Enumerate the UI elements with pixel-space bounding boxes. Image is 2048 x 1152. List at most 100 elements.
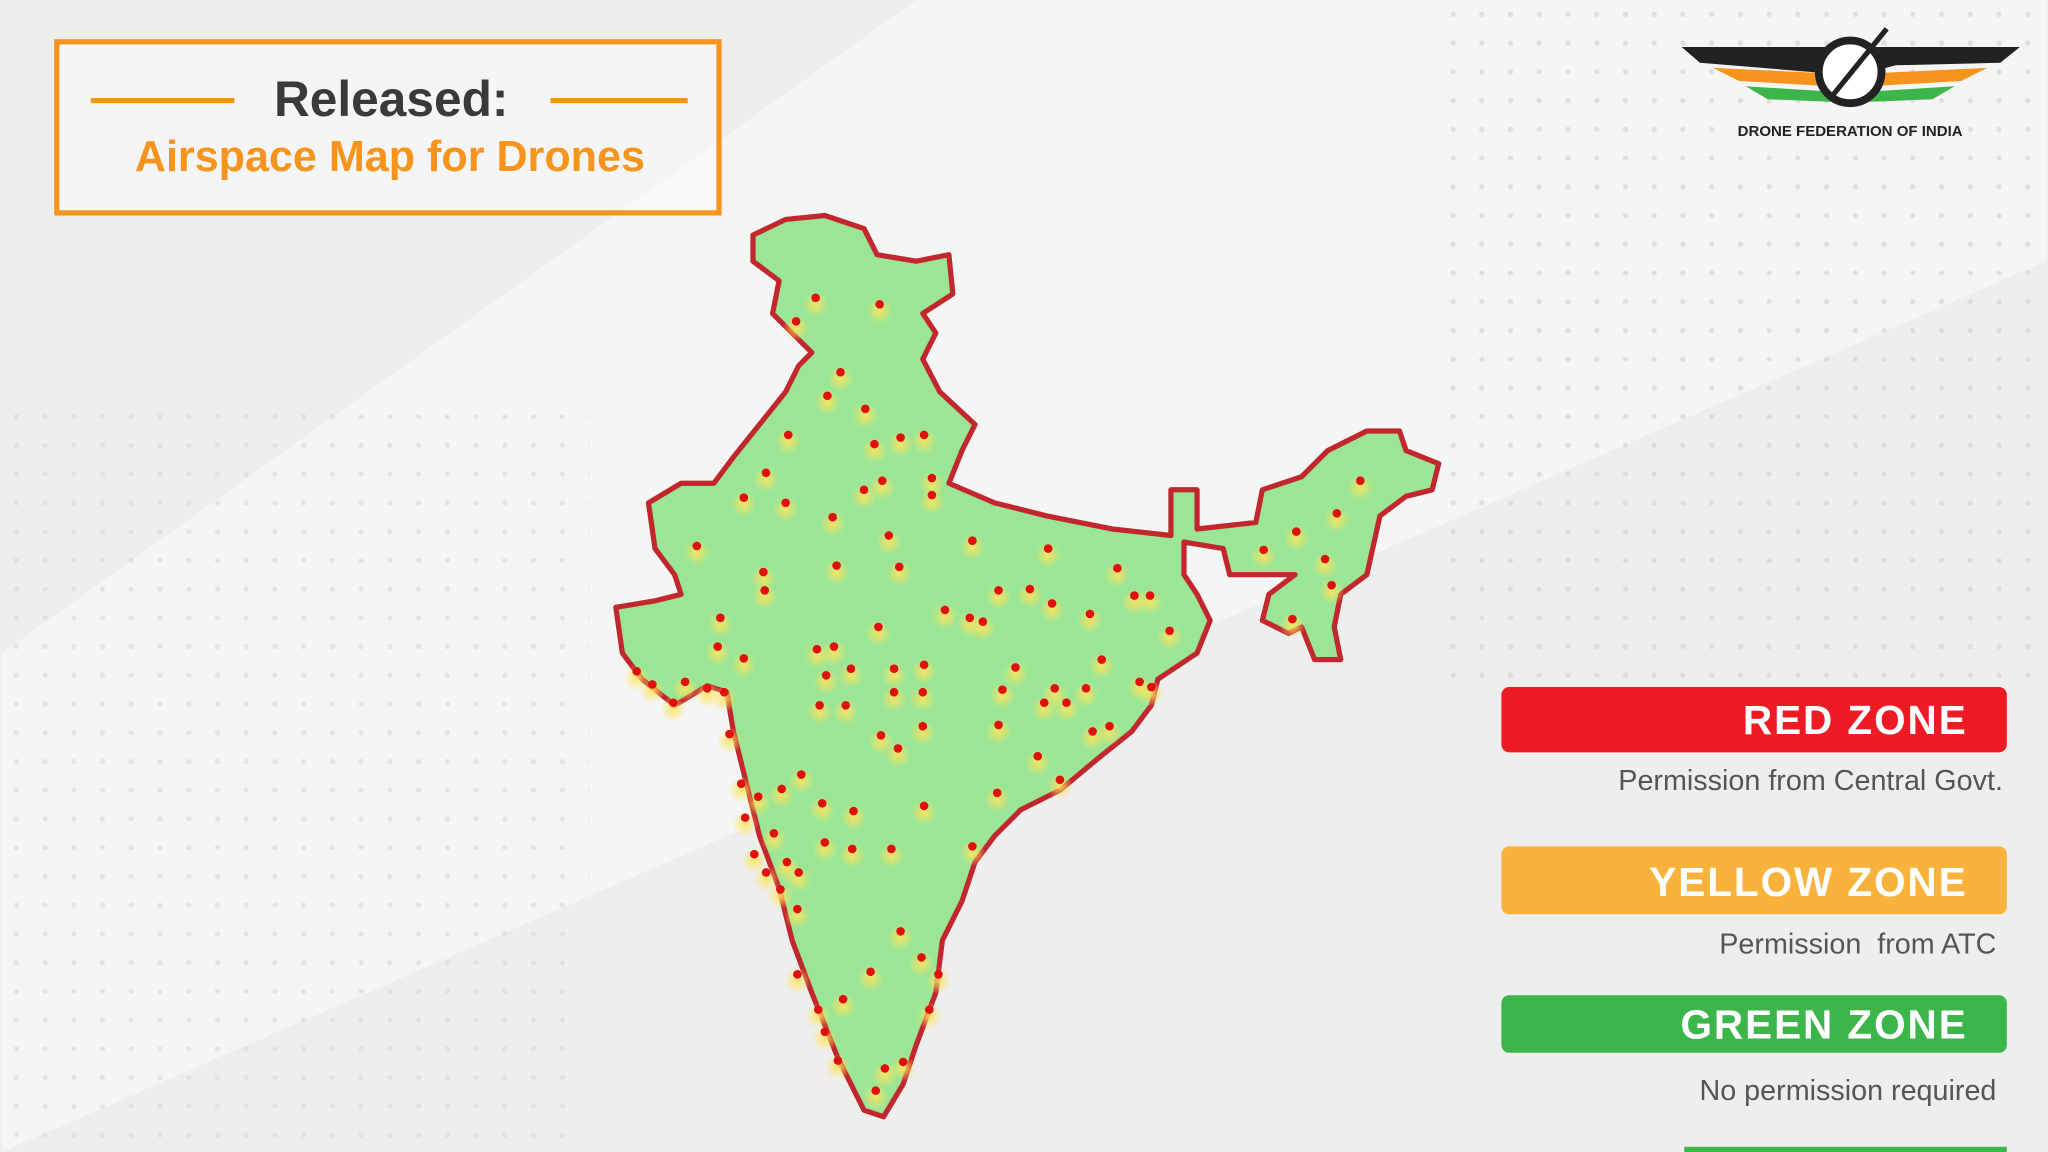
zone-glow xyxy=(1035,542,1062,569)
red-zone-dot xyxy=(1288,614,1297,624)
red-zone-dot xyxy=(776,885,785,894)
red-zone-dot xyxy=(833,1056,843,1065)
red-zone-dot xyxy=(793,904,802,914)
red-zone-dot xyxy=(887,844,896,854)
zone-glow xyxy=(745,790,772,817)
red-zone-dot xyxy=(1097,655,1107,664)
header-box xyxy=(54,39,722,216)
red-zone-dot xyxy=(896,926,905,936)
zone-glow xyxy=(911,428,938,455)
red-zone-dot xyxy=(918,687,928,697)
red-zone-dot xyxy=(919,801,929,811)
red-zone-dot xyxy=(716,613,725,623)
red-zone-dot xyxy=(829,642,839,651)
zone-glow xyxy=(730,651,757,678)
red-zone-dot xyxy=(1332,508,1342,518)
red-zone-dot xyxy=(1085,609,1095,619)
red-zone-dot xyxy=(736,779,746,788)
zone-glow xyxy=(837,662,864,689)
red-zone-dot xyxy=(1033,751,1043,761)
red-zone-dot xyxy=(894,562,904,572)
zone-glow xyxy=(772,496,799,523)
red-zone-dot xyxy=(680,677,690,687)
red-zone-dot xyxy=(934,970,943,979)
red-zone-dot xyxy=(761,868,771,877)
header: Released: Airspace Map for Drones xyxy=(54,39,722,216)
zone-glow xyxy=(984,786,1011,813)
red-zone-dot xyxy=(1259,545,1268,555)
red-zone-dot xyxy=(719,687,729,697)
map-outline xyxy=(613,212,1442,1120)
zone-glow xyxy=(711,685,738,712)
zone-glow xyxy=(985,583,1012,610)
red-zone-dot xyxy=(759,567,768,577)
red-zone-dot xyxy=(847,844,857,854)
red-zone-dot xyxy=(998,685,1007,694)
red-zone-dot xyxy=(1327,580,1336,590)
red-zone-dot xyxy=(1088,727,1097,736)
zone-bar xyxy=(1684,1146,2007,1152)
zone-glow xyxy=(768,782,795,809)
zone-glow xyxy=(911,658,938,685)
red-zone-dot xyxy=(739,653,749,663)
red-zone-dot xyxy=(821,670,831,680)
red-zone-dot xyxy=(978,617,988,627)
red-zone-dot xyxy=(812,644,822,654)
zone-glow xyxy=(767,882,794,910)
red-zone-dot xyxy=(761,468,771,478)
title: Released: xyxy=(274,71,508,127)
zone-glow xyxy=(969,615,996,642)
red-zone-dot xyxy=(753,792,763,802)
red-zone-dot xyxy=(1135,677,1144,687)
zone-glow xyxy=(880,685,908,712)
red-zone-dot xyxy=(836,367,845,377)
zone-glow xyxy=(931,603,959,630)
red-zone-dot xyxy=(1047,599,1057,608)
red-zone-dot xyxy=(838,994,848,1004)
zone-glow xyxy=(704,640,731,667)
zone-glow xyxy=(785,865,812,893)
zone-glow xyxy=(1323,506,1350,533)
zone-glow xyxy=(857,965,884,992)
red-zone-dot xyxy=(965,613,975,623)
zone-glow xyxy=(802,291,829,318)
zone-glow xyxy=(788,768,815,795)
red-zone-dot xyxy=(859,485,869,495)
zone-glow xyxy=(809,796,836,823)
zone-glow xyxy=(732,811,759,838)
red-zone-dot xyxy=(817,798,827,808)
zone-glow xyxy=(884,741,912,768)
zone-glow xyxy=(639,677,666,704)
red-zone-dot xyxy=(1113,563,1122,573)
red-zone-dot xyxy=(1011,663,1020,672)
zone-glow xyxy=(862,1084,889,1111)
logo: DRONE FEDERATION OF INDIA xyxy=(1681,27,2020,140)
zone-glow xyxy=(830,992,857,1019)
zone-glow xyxy=(887,431,914,458)
red-zone-dot xyxy=(668,698,678,708)
zone-glow xyxy=(1318,578,1345,605)
zone-glow xyxy=(925,967,952,994)
zone-glow xyxy=(805,1003,832,1030)
zone-glow xyxy=(672,675,699,702)
zone-glow xyxy=(730,491,757,518)
red-zone-dot xyxy=(898,1057,908,1067)
zone-glow xyxy=(959,534,986,561)
zone-glow xyxy=(827,365,854,392)
zone-glow xyxy=(869,474,896,501)
zone-glow xyxy=(880,662,908,689)
red-zone-dot xyxy=(820,838,830,847)
logo-wing xyxy=(1745,86,1955,102)
zone-glow xyxy=(811,1025,838,1052)
zone-glow xyxy=(751,583,778,610)
zone-glow xyxy=(1031,696,1058,723)
red-zone-dot xyxy=(1320,554,1330,564)
red-zone-dot xyxy=(992,788,1002,798)
zone-glow xyxy=(824,1054,851,1081)
red-zone-dot xyxy=(739,493,749,502)
red-zone-dot xyxy=(813,1005,823,1014)
red-zone-dot xyxy=(877,476,887,485)
red-zone-dot xyxy=(917,953,926,962)
